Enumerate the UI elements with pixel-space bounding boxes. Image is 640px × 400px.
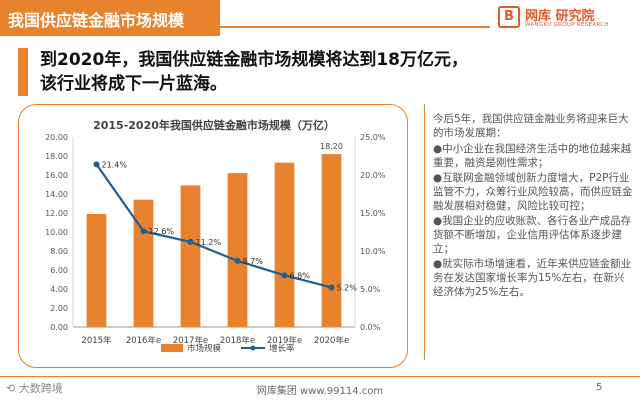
growth-rate-point xyxy=(234,257,241,264)
legend-swatch-marker xyxy=(250,345,256,351)
growth-rate-point xyxy=(281,272,288,279)
growth-rate-point xyxy=(187,238,194,245)
footer-logo: ⟲ 大数跨境 xyxy=(6,380,63,396)
top-bar: 我国供应链金融市场规模 B 网库 研究院 WANGKU GROUP RESEAR… xyxy=(0,0,640,36)
chart-panel: 2015-2020年我国供应链金融市场规模（万亿） 0.00 2.00 4.00 6.… xyxy=(18,104,408,368)
y-right-tick-label: 10.0% xyxy=(360,247,386,256)
y-left-tick-label: 0.00 xyxy=(50,323,68,332)
wangku-logo: B 网库 研究院 WANGKU GROUP RESEARCH xyxy=(498,4,636,34)
y-left-tick-label: 14.00 xyxy=(45,190,68,199)
headline-accent-bar xyxy=(18,48,28,96)
footer-divider xyxy=(0,376,640,377)
page-title: 我国供应链金融市场规模 xyxy=(8,11,185,30)
bar xyxy=(321,154,342,327)
footer-logo-icon: ⟲ xyxy=(6,382,19,395)
bar xyxy=(180,185,201,327)
y-right-tick-label: 5.0% xyxy=(360,285,381,294)
x-tick-label: 2015年 xyxy=(81,335,112,346)
legend-label-bar: 市场规模 xyxy=(187,343,222,354)
legend-label-line: 增长率 xyxy=(269,343,295,354)
y-right-tick-label: 0.0% xyxy=(360,323,381,332)
insight-item: ●我国企业的应收账款、各行各业产成品存货额不断增加，企业信用评估体系逐步建立； xyxy=(433,215,632,255)
y-left-tick-label: 18.00 xyxy=(45,152,68,161)
x-tick-label: 2019年e xyxy=(267,335,302,346)
x-tick-label: 2017年e xyxy=(173,335,208,346)
legend-swatch-bar xyxy=(161,344,183,352)
growth-rate-label: 12.6% xyxy=(149,227,175,236)
bar xyxy=(274,162,295,327)
chart-title: 2015-2020年我国供应链金融市场规模（万亿） xyxy=(93,119,335,132)
y-left-tick-label: 12.00 xyxy=(45,209,68,218)
y-left-tick-label: 4.00 xyxy=(50,285,68,294)
bar xyxy=(86,213,107,327)
logo-mark-icon: B xyxy=(498,6,520,28)
footer-website: 网库集团 www.99114.com xyxy=(256,386,384,397)
x-tick-label: 2020年e xyxy=(314,335,349,346)
growth-rate-label: 6.8% xyxy=(290,271,311,280)
x-tick-label: 2016年e xyxy=(126,335,161,346)
headline-line-1: 到2020年，我国供应链金融市场规模将达到18万亿元， xyxy=(40,50,468,70)
bar xyxy=(227,173,248,327)
bar xyxy=(133,199,154,327)
insight-item: ●就实际市场增速看，近年来供应链金额业务在发达国家增长率为15%左右，在新兴经济… xyxy=(433,258,632,298)
growth-rate-point xyxy=(140,228,147,235)
growth-rate-label: 5.2% xyxy=(337,283,358,292)
insight-item: ●互联网金融领域创新力度增大，P2P行业监管不力，众筹行业风险较高，而供应链金融… xyxy=(433,172,633,212)
insight-list: ●中小企业在我国经济生活中的地位越来越重要，融资是刚性需求； ●互联网金融领域创… xyxy=(433,142,633,300)
insight-item: ●中小企业在我国经济生活中的地位越来越重要，融资是刚性需求； xyxy=(433,143,632,169)
growth-rate-line xyxy=(95,163,332,289)
y-left-tick-label: 20.00 xyxy=(45,133,68,142)
insight-intro: 今后5年，我国供应链金融业务将迎来巨大的市场发展期： xyxy=(433,113,629,139)
headline-line-2: 该行业将成下一片蓝海。 xyxy=(40,74,227,94)
page-number: 5 xyxy=(596,382,603,393)
y-right-tick-label: 25.0% xyxy=(360,133,386,142)
y-left-tick-label: 10.00 xyxy=(45,228,68,237)
logo-subtext: WANGKU GROUP RESEARCH xyxy=(525,22,609,28)
title-background xyxy=(0,0,220,36)
logo-text: 网库 研究院 xyxy=(525,9,595,24)
y-left-tick-label: 16.00 xyxy=(45,171,68,180)
growth-rate-point xyxy=(93,161,100,168)
y-right-tick-label: 20.0% xyxy=(360,171,386,180)
y-left-tick-label: 2.00 xyxy=(50,304,68,313)
header-divider xyxy=(220,26,490,28)
y-left-tick-label: 6.00 xyxy=(50,266,68,275)
growth-rate-label: 11.2% xyxy=(196,238,222,247)
growth-rate-label: 8.7% xyxy=(243,257,264,266)
insight-panel: 今后5年，我国供应链金融业务将迎来巨大的市场发展期： ●中小企业在我国经济生活中… xyxy=(424,104,638,360)
headline: 到2020年，我国供应链金融市场规模将达到18万亿元， 该行业将成下一片蓝海。 xyxy=(40,48,630,96)
growth-rate-label: 21.4% xyxy=(102,160,128,169)
bar-data-label: 18.20 xyxy=(320,142,343,151)
y-left-tick-label: 8.00 xyxy=(50,247,68,256)
growth-rate-point xyxy=(328,284,335,291)
x-tick-label: 2018年e xyxy=(220,335,255,346)
footer-logo-text: 大数跨境 xyxy=(18,382,63,395)
y-right-tick-label: 15.0% xyxy=(360,209,386,218)
market-size-chart: 0.00 2.00 4.00 6.00 8.00 10.00 12.00 14.00 16.00… xyxy=(45,133,386,354)
